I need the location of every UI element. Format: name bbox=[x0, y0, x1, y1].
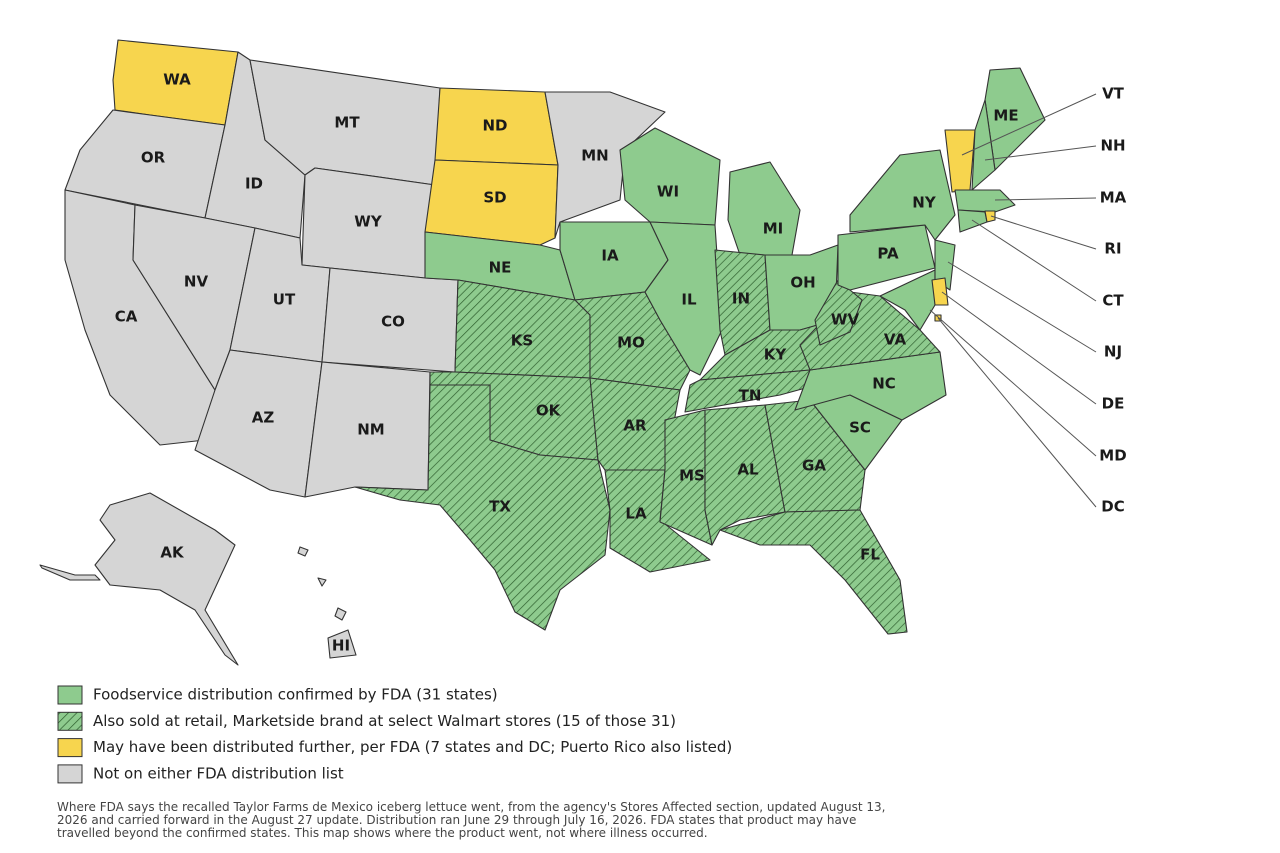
state-label: MS bbox=[679, 467, 705, 485]
state-shape bbox=[849, 149, 956, 241]
state-label: WV bbox=[831, 311, 860, 329]
state-label: OH bbox=[790, 274, 815, 292]
state-label: DE bbox=[1102, 395, 1125, 413]
state-label: FL bbox=[860, 546, 880, 564]
legend-swatch bbox=[57, 685, 83, 705]
leader-line bbox=[994, 197, 1097, 201]
state-shape bbox=[619, 127, 721, 226]
state-shape bbox=[957, 209, 988, 233]
state-shape bbox=[984, 210, 996, 223]
state-label: CT bbox=[1102, 292, 1124, 310]
state-label: ME bbox=[993, 107, 1018, 125]
state-label: TX bbox=[489, 498, 511, 516]
state-shape bbox=[934, 239, 956, 291]
state-shape bbox=[879, 269, 936, 331]
state-label: MT bbox=[334, 114, 360, 132]
state-label: MN bbox=[581, 147, 608, 165]
state-shape bbox=[944, 129, 976, 193]
state-label: PA bbox=[877, 245, 899, 263]
state-shape bbox=[544, 91, 666, 239]
state-label: KS bbox=[511, 332, 533, 350]
state-label: SC bbox=[849, 419, 871, 437]
legend-label: Not on either FDA distribution list bbox=[93, 764, 344, 782]
state-shape bbox=[297, 546, 309, 557]
state-label: VT bbox=[1102, 85, 1125, 103]
state-label: WI bbox=[657, 183, 679, 201]
legend-swatch bbox=[57, 738, 83, 758]
state-label: NJ bbox=[1104, 343, 1122, 361]
state-shape bbox=[931, 277, 949, 306]
state-label: MI bbox=[763, 220, 784, 238]
state-label: NC bbox=[872, 375, 896, 393]
legend-label: May have been distributed further, per F… bbox=[93, 738, 732, 756]
state-label: NV bbox=[184, 273, 209, 291]
leader-line bbox=[941, 291, 1097, 405]
state-label: AR bbox=[623, 417, 647, 435]
state-label: NH bbox=[1100, 137, 1125, 155]
state-label: NE bbox=[489, 259, 512, 277]
state-label: IA bbox=[601, 247, 619, 265]
footnote: Where FDA says the recalled Taylor Farms… bbox=[57, 800, 886, 840]
state-shape bbox=[317, 577, 327, 587]
legend-label: Foodservice distribution confirmed by FD… bbox=[93, 686, 498, 704]
leader-line bbox=[961, 93, 1097, 156]
state-shape bbox=[39, 564, 101, 581]
state-label: MA bbox=[1100, 189, 1127, 207]
leader-line bbox=[990, 215, 1097, 250]
state-label: AZ bbox=[252, 409, 275, 427]
state-shape bbox=[954, 189, 1016, 213]
state-label: CO bbox=[381, 313, 405, 331]
state-label: IL bbox=[681, 291, 697, 309]
leader-line bbox=[929, 309, 1097, 457]
state-label: WY bbox=[354, 213, 383, 231]
state-label: SD bbox=[483, 189, 506, 207]
legend: Foodservice distribution confirmed by FD… bbox=[57, 685, 732, 784]
states bbox=[39, 39, 1046, 666]
state-label: HI bbox=[332, 637, 350, 655]
state-label: OK bbox=[536, 402, 562, 420]
legend-label: Also sold at retail, Marketside brand at… bbox=[93, 712, 676, 730]
state-shape bbox=[334, 607, 347, 621]
state-shape bbox=[327, 629, 357, 659]
legend-swatch bbox=[57, 764, 83, 784]
leader-line bbox=[947, 261, 1097, 353]
state-label: LA bbox=[625, 505, 647, 523]
state-label: RI bbox=[1104, 240, 1121, 258]
state-label: GA bbox=[802, 457, 826, 475]
state-label: MD bbox=[1099, 447, 1126, 465]
state-label: NY bbox=[912, 194, 937, 212]
state-label: VA bbox=[884, 331, 907, 349]
state-label: NM bbox=[357, 421, 384, 439]
state-label: OR bbox=[141, 149, 166, 167]
state-label: IN bbox=[732, 290, 750, 308]
state-shape bbox=[814, 279, 863, 346]
state-label: DC bbox=[1101, 498, 1124, 516]
leader-line bbox=[971, 219, 1097, 302]
leader-line bbox=[937, 317, 1097, 508]
state-shape bbox=[354, 384, 611, 631]
state-label: AK bbox=[160, 544, 185, 562]
state-label: CA bbox=[115, 308, 138, 326]
state-label: TN bbox=[739, 387, 762, 405]
state-label: KY bbox=[764, 346, 788, 364]
state-shape bbox=[727, 161, 801, 256]
labels: WA OR CA ID MT WY NV UT CO AZ NM ND SD NE KS OK TX MN IA MO… bbox=[115, 71, 1127, 655]
state-label: UT bbox=[273, 291, 296, 309]
state-label: ND bbox=[482, 117, 507, 135]
state-shape bbox=[719, 509, 908, 635]
state-label: ID bbox=[245, 175, 263, 193]
state-shape bbox=[424, 159, 559, 246]
leader-line bbox=[984, 145, 1097, 161]
state-label: WA bbox=[163, 71, 191, 89]
legend-swatch bbox=[57, 711, 83, 731]
state-label: AL bbox=[737, 461, 759, 479]
state-shape bbox=[94, 492, 239, 666]
state-label: MO bbox=[617, 334, 645, 352]
